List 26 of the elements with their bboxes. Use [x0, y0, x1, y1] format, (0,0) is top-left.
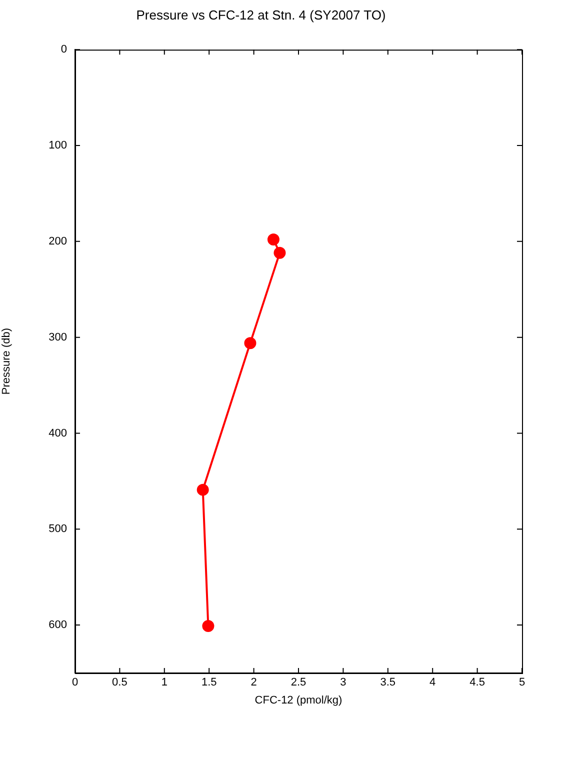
x-tick-label: 4: [430, 676, 436, 689]
y-tick-label: 500: [48, 523, 67, 536]
y-tick-label: 600: [48, 619, 67, 632]
y-tick-label: 100: [48, 140, 67, 152]
point: [274, 246, 286, 259]
point: [267, 233, 280, 246]
x-tick-label: 3.5: [380, 676, 396, 689]
x-tick-label: 2: [250, 676, 257, 689]
point: [244, 337, 256, 350]
x-tick-label: 5: [518, 676, 526, 689]
x-tick-label: 1.5: [201, 676, 217, 689]
x-tick-label: 0.5: [112, 676, 128, 689]
x-tick-label: 3: [340, 676, 346, 689]
y-tick-label: 200: [48, 235, 67, 248]
point: [202, 620, 214, 632]
x-axis-title: CFC-12 (pmol/kg): [254, 694, 342, 706]
x-tick-label: 2.5: [290, 676, 306, 689]
x-tick-label: 0: [72, 676, 78, 689]
y-tick-label: 400: [48, 427, 67, 440]
y-tick-label: 300: [48, 331, 67, 344]
x-tick-label: 1: [161, 676, 168, 689]
y-axis-title: Pressure (db): [0, 328, 13, 395]
chart-title: Pressure vs CFC-12 at Stn. 4 (SY2007 TO): [136, 7, 386, 22]
point: [196, 484, 209, 496]
x-tick-label: 4.5: [470, 676, 485, 689]
y-tick-label: 0: [60, 44, 67, 56]
